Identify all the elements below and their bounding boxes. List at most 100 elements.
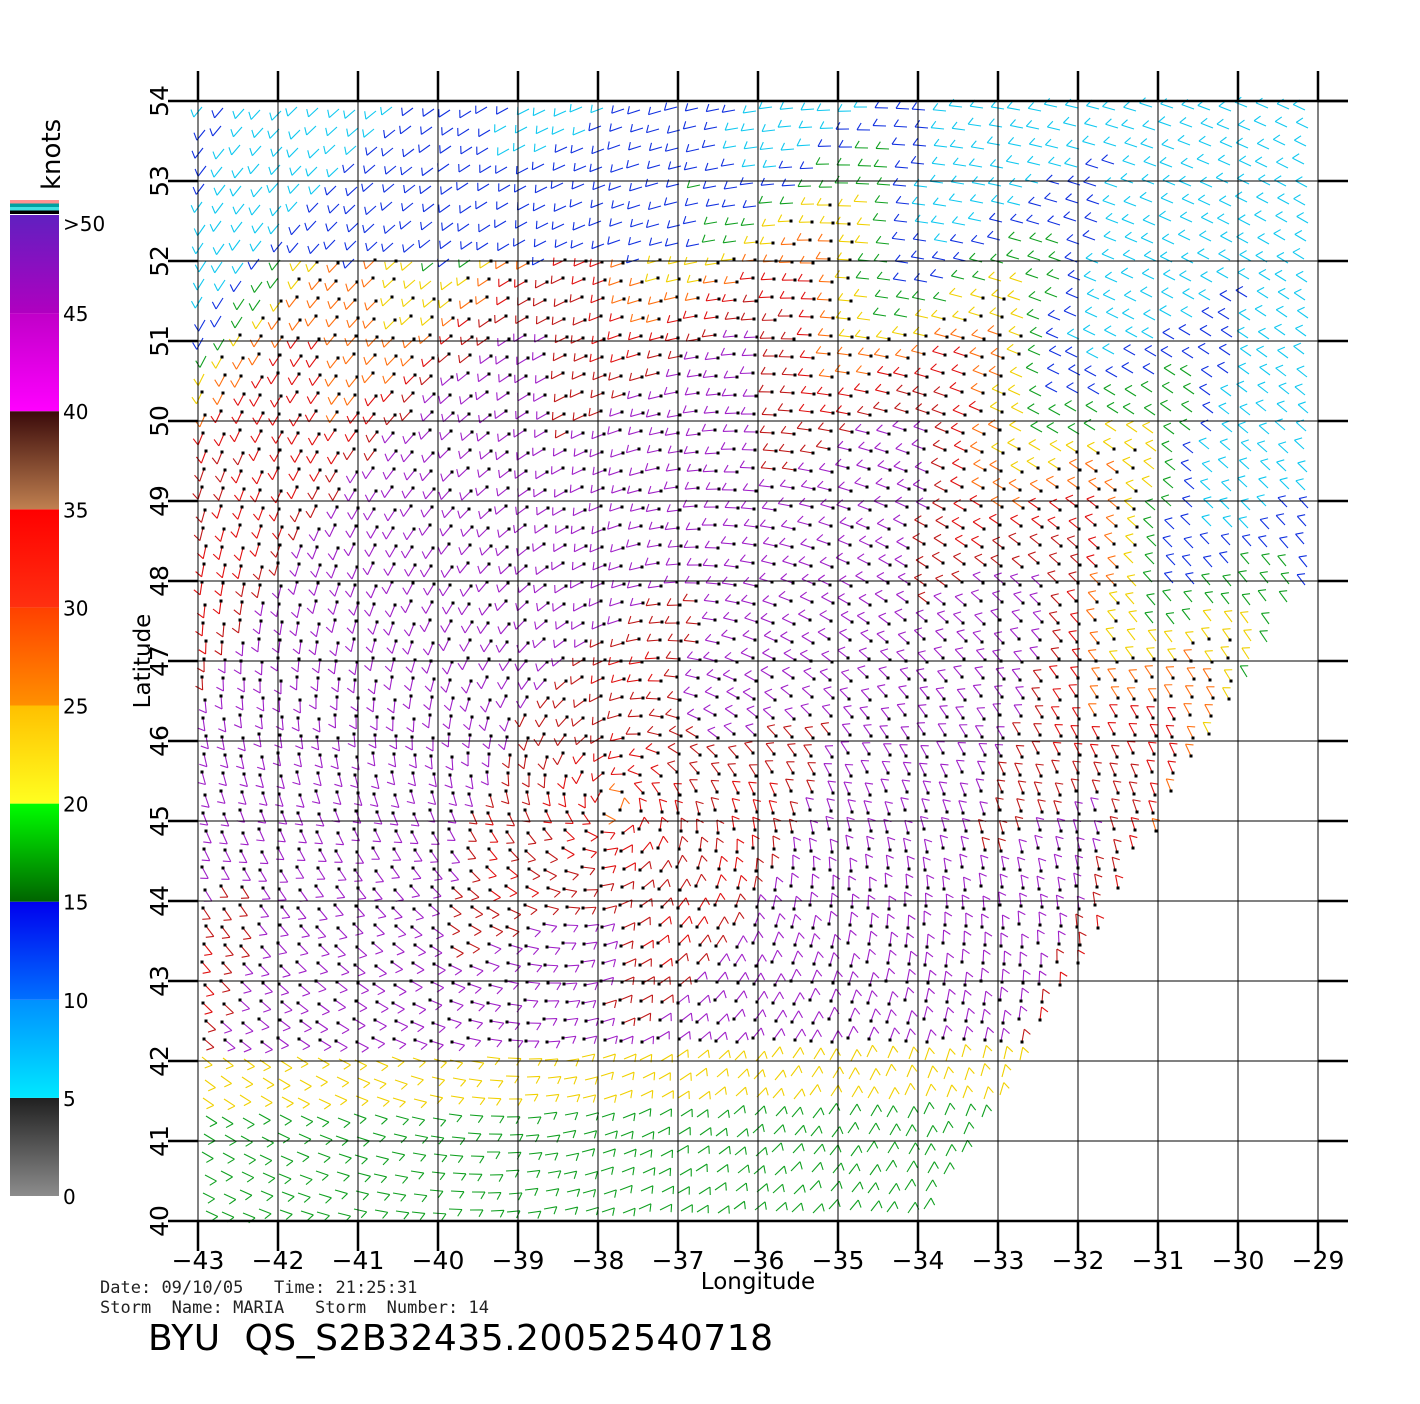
wind-barb-feather [1184,478,1192,481]
wind-barb-shaft [972,482,983,488]
wind-barb [229,145,240,155]
wind-barb [328,298,341,309]
wind-barb-shaft [198,225,205,236]
wind-barb-feather [1027,404,1034,408]
wind-barb-feather [1220,232,1227,236]
wind-barb [1065,401,1076,411]
wind-barb [286,202,297,212]
wind-barb-dot [525,470,528,473]
wind-barb-feather [366,147,367,155]
wind-barb-shaft [240,548,243,561]
wind-barb-shaft [969,312,981,316]
wind-barb-feather [952,216,957,222]
wind-barb [626,540,640,548]
wind-barb-shaft [366,468,373,479]
wind-barb [212,108,223,118]
wind-barb [212,356,224,369]
wind-barb [759,385,773,394]
wind-barb-feather [1029,386,1036,390]
wind-barb-shaft [856,523,868,528]
wind-barb [326,222,337,231]
wind-barb-shaft [1257,144,1269,149]
wind-barb-shaft [254,282,262,293]
wind-barb-shaft [219,488,223,500]
wind-barb-feather [1065,252,1071,257]
wind-barb-feather [1278,347,1285,350]
wind-barb-feather [343,453,346,460]
wind-barb [1161,346,1172,357]
wind-barb-feather [894,214,899,220]
wind-barb-feather [1083,230,1089,235]
wind-barb-shaft [951,428,963,433]
wind-barb [457,182,468,190]
wind-barb [875,384,889,394]
wind-barb-feather [441,378,442,386]
wind-barb [627,486,641,494]
wind-barb-shaft [533,544,544,551]
wind-barb [931,216,944,224]
wind-barb-shaft [514,430,525,437]
wind-barb-feather [1161,193,1167,198]
wind-barb-feather [267,377,271,384]
wind-barb-shaft [331,566,336,578]
wind-barb [306,261,319,272]
wind-barb-feather [645,274,647,282]
wind-barb [838,388,852,398]
wind-barb-shaft [798,375,811,376]
wind-barb [347,223,358,232]
wind-barb [915,516,928,528]
wind-barb-shaft [780,203,793,204]
wind-barb [647,445,661,453]
wind-barb-shaft [252,146,261,156]
wind-barb-dot [830,240,833,243]
wind-barb-feather [744,519,749,525]
wind-barb-feather [1066,288,1072,293]
wind-barb-shaft [293,528,298,540]
wind-barb [876,236,889,244]
wind-barb [760,142,773,149]
wind-barb-feather [1027,156,1033,162]
wind-barb-dot [355,430,358,433]
wind-barb [344,110,355,118]
wind-barb-feather [685,198,688,206]
wind-barb-dot [641,376,644,379]
wind-barb-feather [1273,135,1280,140]
wind-barb-feather [590,259,591,267]
wind-barb-shaft [818,429,831,431]
wind-barb-shaft [648,301,661,304]
wind-barb [1181,514,1190,525]
wind-barb [573,127,585,135]
wind-barb [612,105,624,113]
wind-barb-dot [889,374,892,377]
wind-barb [781,237,795,245]
wind-barb-feather [763,537,768,543]
wind-barb-shaft [1010,220,1023,223]
wind-barb [971,141,984,149]
wind-barb-dot [585,355,588,358]
wind-barb-feather [308,493,312,500]
wind-barb [1201,420,1211,431]
wind-barb [1011,403,1023,413]
wind-barb-feather [1298,402,1306,405]
wind-barb [533,448,546,456]
wind-barb-shaft [953,164,966,166]
wind-barb-shaft [276,432,282,443]
wind-barb-dot [946,526,949,529]
wind-barb-feather [420,473,423,481]
wind-barb-shaft [608,525,620,529]
wind-barb [1026,363,1038,373]
wind-barb-feather [1124,345,1131,349]
wind-barb-shaft [931,222,944,224]
wind-barb-feather [419,432,421,440]
wind-barb-shaft [801,544,813,548]
wind-barb [1160,252,1172,262]
wind-barb [952,216,965,225]
wind-barb-shaft [839,335,852,337]
wind-barb [476,391,489,400]
wind-barb-feather [1257,495,1265,497]
wind-barb [800,256,815,264]
wind-barb-feather [1104,231,1110,236]
wind-barb [1142,476,1152,487]
wind-barb-dot [414,469,417,472]
wind-barb [1123,403,1134,414]
